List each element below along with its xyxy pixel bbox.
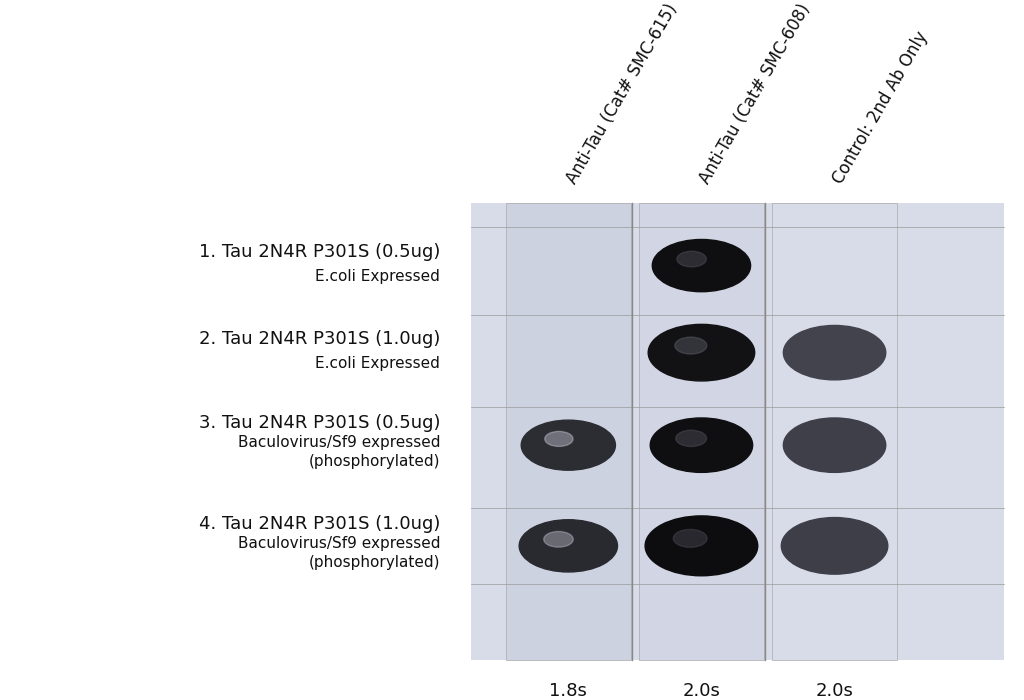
Text: 4. Tau 2N4R P301S (1.0ug): 4. Tau 2N4R P301S (1.0ug) — [199, 515, 440, 533]
Circle shape — [519, 519, 617, 572]
Circle shape — [781, 517, 888, 574]
Circle shape — [648, 324, 755, 381]
Text: 2.0s: 2.0s — [683, 682, 720, 700]
Circle shape — [645, 516, 758, 576]
Circle shape — [521, 420, 615, 470]
Text: E.coli Expressed: E.coli Expressed — [315, 356, 440, 371]
Circle shape — [675, 337, 707, 354]
Circle shape — [783, 418, 886, 472]
Circle shape — [674, 529, 707, 547]
Text: (phosphorylated): (phosphorylated) — [309, 454, 440, 469]
Text: 3. Tau 2N4R P301S (0.5ug): 3. Tau 2N4R P301S (0.5ug) — [199, 414, 440, 433]
Circle shape — [676, 430, 707, 447]
Circle shape — [545, 431, 573, 447]
Circle shape — [652, 239, 751, 292]
Circle shape — [544, 531, 573, 547]
Text: Baculovirus/Sf9 expressed: Baculovirus/Sf9 expressed — [238, 536, 440, 551]
Text: 2.0s: 2.0s — [816, 682, 853, 700]
Text: 1.8s: 1.8s — [550, 682, 587, 700]
Bar — [772, 203, 897, 660]
Bar — [471, 203, 1004, 660]
Text: 1. Tau 2N4R P301S (0.5ug): 1. Tau 2N4R P301S (0.5ug) — [199, 243, 440, 261]
Text: Anti-Tau (Cat# SMC-615): Anti-Tau (Cat# SMC-615) — [563, 1, 681, 187]
Text: E.coli Expressed: E.coli Expressed — [315, 269, 440, 284]
Circle shape — [650, 418, 753, 472]
Text: Baculovirus/Sf9 expressed: Baculovirus/Sf9 expressed — [238, 435, 440, 450]
Bar — [506, 203, 631, 660]
Text: Control: 2nd Ab Only: Control: 2nd Ab Only — [829, 28, 931, 187]
Circle shape — [677, 251, 707, 267]
Text: Anti-Tau (Cat# SMC-608): Anti-Tau (Cat# SMC-608) — [696, 1, 814, 187]
Text: (phosphorylated): (phosphorylated) — [309, 554, 440, 570]
Text: 2. Tau 2N4R P301S (1.0ug): 2. Tau 2N4R P301S (1.0ug) — [199, 330, 440, 348]
Bar — [639, 203, 764, 660]
Circle shape — [783, 326, 886, 380]
